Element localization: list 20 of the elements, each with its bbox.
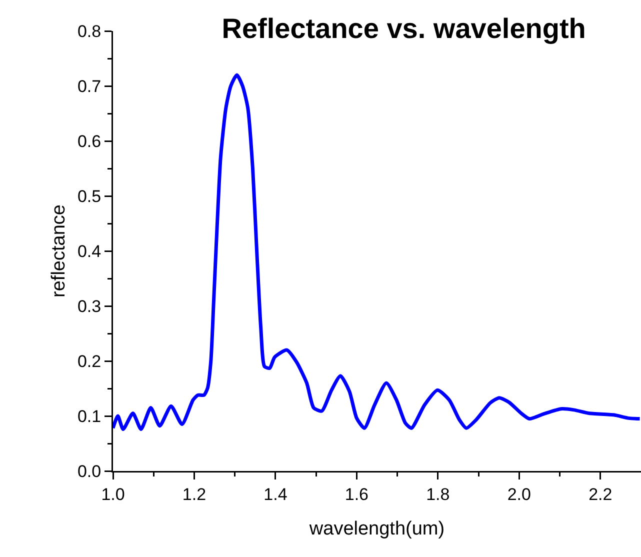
y-tick-label: 0.8 — [77, 22, 102, 41]
y-tick-label: 0.7 — [77, 76, 102, 96]
x-tick-label: 1.8 — [426, 484, 450, 504]
y-tick-label: 0.4 — [77, 242, 102, 261]
x-tick-label: 1.0 — [101, 484, 125, 504]
x-tick-label: 1.4 — [264, 484, 288, 504]
y-tick-label: 0.2 — [77, 352, 102, 371]
y-tick-label: 0.0 — [77, 462, 102, 481]
x-tick-label: 1.6 — [344, 484, 369, 504]
y-tick-label: 0.6 — [77, 132, 102, 151]
y-tick-label: 0.5 — [77, 186, 102, 206]
y-tick-label: 0.3 — [77, 296, 102, 316]
x-tick-label: 2.2 — [588, 484, 612, 504]
x-axis-title: wavelength(um) — [308, 518, 445, 540]
chart-title: Reflectance vs. wavelength — [222, 12, 586, 44]
y-axis-title: reflectance — [48, 204, 70, 298]
x-tick-label: 2.0 — [507, 484, 531, 504]
x-tick-label: 1.2 — [182, 484, 206, 504]
y-tick-label: 0.1 — [77, 406, 102, 426]
line-series — [113, 73, 641, 431]
